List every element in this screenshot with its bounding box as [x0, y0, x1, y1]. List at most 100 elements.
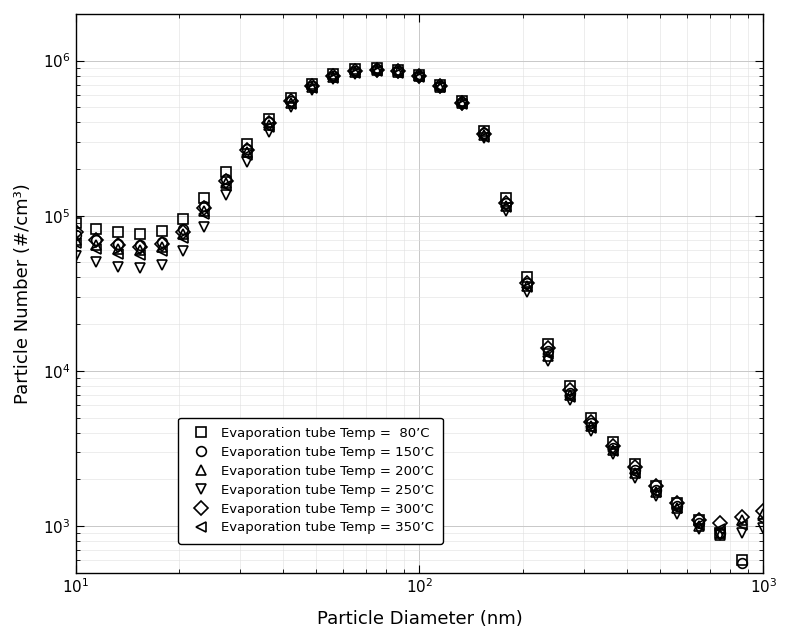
Evaporation tube Temp = 300’C [543, 344, 553, 352]
Evaporation tube Temp =  80’C [543, 340, 553, 347]
Evaporation tube Temp =  80’C [716, 529, 725, 537]
Evaporation tube Temp = 300’C [716, 519, 725, 526]
Evaporation tube Temp = 200’C [221, 179, 231, 187]
Evaporation tube Temp = 150’C [672, 502, 682, 510]
Evaporation tube Temp = 150’C [523, 279, 532, 286]
Evaporation tube Temp = 250’C [523, 289, 532, 297]
Evaporation tube Temp = 350’C [587, 424, 596, 431]
Evaporation tube Temp = 200’C [199, 207, 209, 214]
Line: Evaporation tube Temp =  80’C: Evaporation tube Temp = 80’C [70, 63, 768, 585]
Evaporation tube Temp = 350’C [179, 234, 188, 241]
Evaporation tube Temp = 150’C [372, 65, 381, 73]
Evaporation tube Temp =  80’C [199, 194, 209, 202]
Evaporation tube Temp = 300’C [479, 130, 489, 138]
Evaporation tube Temp = 200’C [372, 66, 381, 74]
Evaporation tube Temp = 300’C [135, 243, 145, 250]
Evaporation tube Temp = 150’C [307, 82, 316, 89]
Evaporation tube Temp = 200’C [651, 489, 660, 496]
Evaporation tube Temp = 300’C [414, 72, 424, 80]
Evaporation tube Temp = 200’C [543, 352, 553, 360]
Evaporation tube Temp = 350’C [135, 251, 145, 259]
Evaporation tube Temp = 200’C [457, 100, 467, 107]
Evaporation tube Temp = 300’C [71, 229, 81, 236]
Evaporation tube Temp = 150’C [393, 67, 403, 75]
Evaporation tube Temp =  80’C [243, 140, 252, 148]
Line: Evaporation tube Temp = 300’C: Evaporation tube Temp = 300’C [70, 65, 768, 528]
Evaporation tube Temp = 350’C [243, 151, 252, 159]
Evaporation tube Temp =  80’C [179, 215, 188, 223]
Evaporation tube Temp = 250’C [694, 526, 703, 534]
Evaporation tube Temp = 300’C [651, 483, 660, 490]
Evaporation tube Temp = 350’C [328, 74, 338, 82]
Evaporation tube Temp = 250’C [759, 524, 768, 532]
Line: Evaporation tube Temp = 150’C: Evaporation tube Temp = 150’C [70, 64, 768, 589]
Evaporation tube Temp = 300’C [694, 516, 703, 523]
Evaporation tube Temp =  80’C [372, 64, 381, 71]
Legend: Evaporation tube Temp =  80’C, Evaporation tube Temp = 150’C, Evaporation tube T: Evaporation tube Temp = 80’C, Evaporatio… [179, 417, 443, 544]
Evaporation tube Temp = 150’C [587, 419, 596, 427]
Evaporation tube Temp =  80’C [523, 273, 532, 281]
Evaporation tube Temp = 350’C [630, 469, 639, 477]
Evaporation tube Temp = 250’C [393, 69, 403, 77]
Line: Evaporation tube Temp = 200’C: Evaporation tube Temp = 200’C [70, 65, 768, 539]
Evaporation tube Temp = 350’C [436, 83, 445, 91]
Evaporation tube Temp = 150’C [199, 202, 209, 210]
Evaporation tube Temp = 200’C [393, 68, 403, 76]
Evaporation tube Temp = 150’C [759, 580, 768, 588]
Evaporation tube Temp = 350’C [264, 123, 274, 131]
Evaporation tube Temp =  80’C [135, 230, 145, 238]
Evaporation tube Temp = 250’C [92, 259, 101, 266]
Evaporation tube Temp =  80’C [630, 460, 639, 468]
Evaporation tube Temp = 200’C [328, 73, 338, 81]
Evaporation tube Temp = 300’C [350, 67, 360, 75]
Evaporation tube Temp = 350’C [694, 521, 703, 528]
Evaporation tube Temp =  80’C [71, 219, 81, 227]
Evaporation tube Temp = 350’C [501, 204, 510, 211]
Evaporation tube Temp = 300’C [199, 204, 209, 212]
Evaporation tube Temp = 150’C [737, 559, 747, 566]
Evaporation tube Temp = 250’C [630, 474, 639, 482]
Evaporation tube Temp = 300’C [221, 177, 231, 185]
Evaporation tube Temp =  80’C [328, 70, 338, 78]
Evaporation tube Temp = 150’C [457, 98, 467, 106]
Evaporation tube Temp = 250’C [608, 451, 618, 458]
Evaporation tube Temp = 200’C [479, 132, 489, 139]
Evaporation tube Temp = 200’C [523, 282, 532, 290]
Evaporation tube Temp = 200’C [92, 241, 101, 248]
Evaporation tube Temp = 150’C [221, 175, 231, 183]
Evaporation tube Temp =  80’C [759, 576, 768, 584]
Evaporation tube Temp = 300’C [328, 72, 338, 80]
Evaporation tube Temp = 200’C [307, 83, 316, 91]
Evaporation tube Temp = 350’C [457, 101, 467, 108]
Evaporation tube Temp = 300’C [587, 418, 596, 426]
Evaporation tube Temp = 150’C [243, 145, 252, 153]
Evaporation tube Temp = 200’C [286, 99, 295, 107]
Evaporation tube Temp =  80’C [221, 169, 231, 177]
Evaporation tube Temp = 350’C [393, 69, 403, 76]
Evaporation tube Temp =  80’C [737, 557, 747, 564]
Evaporation tube Temp = 350’C [479, 133, 489, 141]
Evaporation tube Temp = 200’C [694, 522, 703, 530]
Evaporation tube Temp = 300’C [286, 98, 295, 105]
Evaporation tube Temp = 250’C [479, 134, 489, 142]
Evaporation tube Temp = 250’C [135, 264, 145, 272]
Evaporation tube Temp = 250’C [264, 128, 274, 136]
Evaporation tube Temp = 150’C [92, 236, 101, 243]
Evaporation tube Temp = 150’C [113, 240, 123, 248]
Evaporation tube Temp =  80’C [501, 194, 510, 202]
Evaporation tube Temp = 350’C [759, 516, 768, 523]
Evaporation tube Temp =  80’C [307, 80, 316, 87]
Evaporation tube Temp = 250’C [501, 207, 510, 214]
Evaporation tube Temp = 300’C [179, 228, 188, 236]
Evaporation tube Temp = 150’C [264, 119, 274, 126]
Evaporation tube Temp =  80’C [436, 81, 445, 89]
Evaporation tube Temp = 200’C [243, 148, 252, 156]
Line: Evaporation tube Temp = 350’C: Evaporation tube Temp = 350’C [70, 66, 768, 534]
Evaporation tube Temp = 200’C [716, 531, 725, 539]
Evaporation tube Temp =  80’C [92, 225, 101, 233]
Evaporation tube Temp = 150’C [630, 466, 639, 474]
Evaporation tube Temp = 150’C [716, 529, 725, 537]
Evaporation tube Temp = 250’C [71, 252, 81, 260]
Evaporation tube Temp = 150’C [436, 82, 445, 89]
Evaporation tube Temp = 200’C [350, 68, 360, 76]
